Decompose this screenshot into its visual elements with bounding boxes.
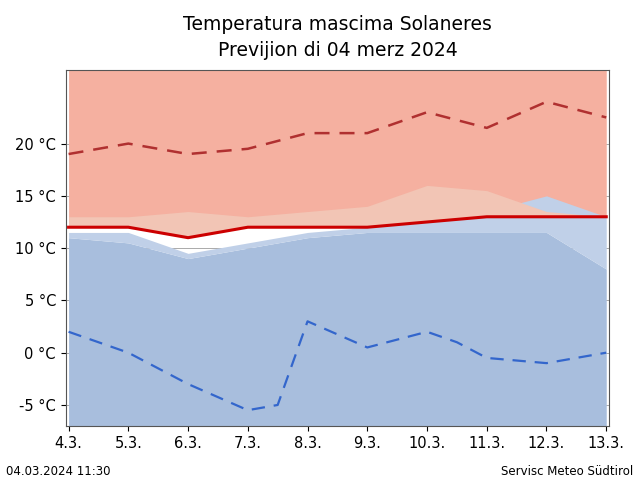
Text: Servisc Meteo Südtirol: Servisc Meteo Südtirol xyxy=(501,465,634,478)
Title: Temperatura mascima Solaneres
Previjion di 04 merz 2024: Temperatura mascima Solaneres Previjion … xyxy=(183,15,492,60)
Text: 04.03.2024 11:30: 04.03.2024 11:30 xyxy=(6,465,111,478)
